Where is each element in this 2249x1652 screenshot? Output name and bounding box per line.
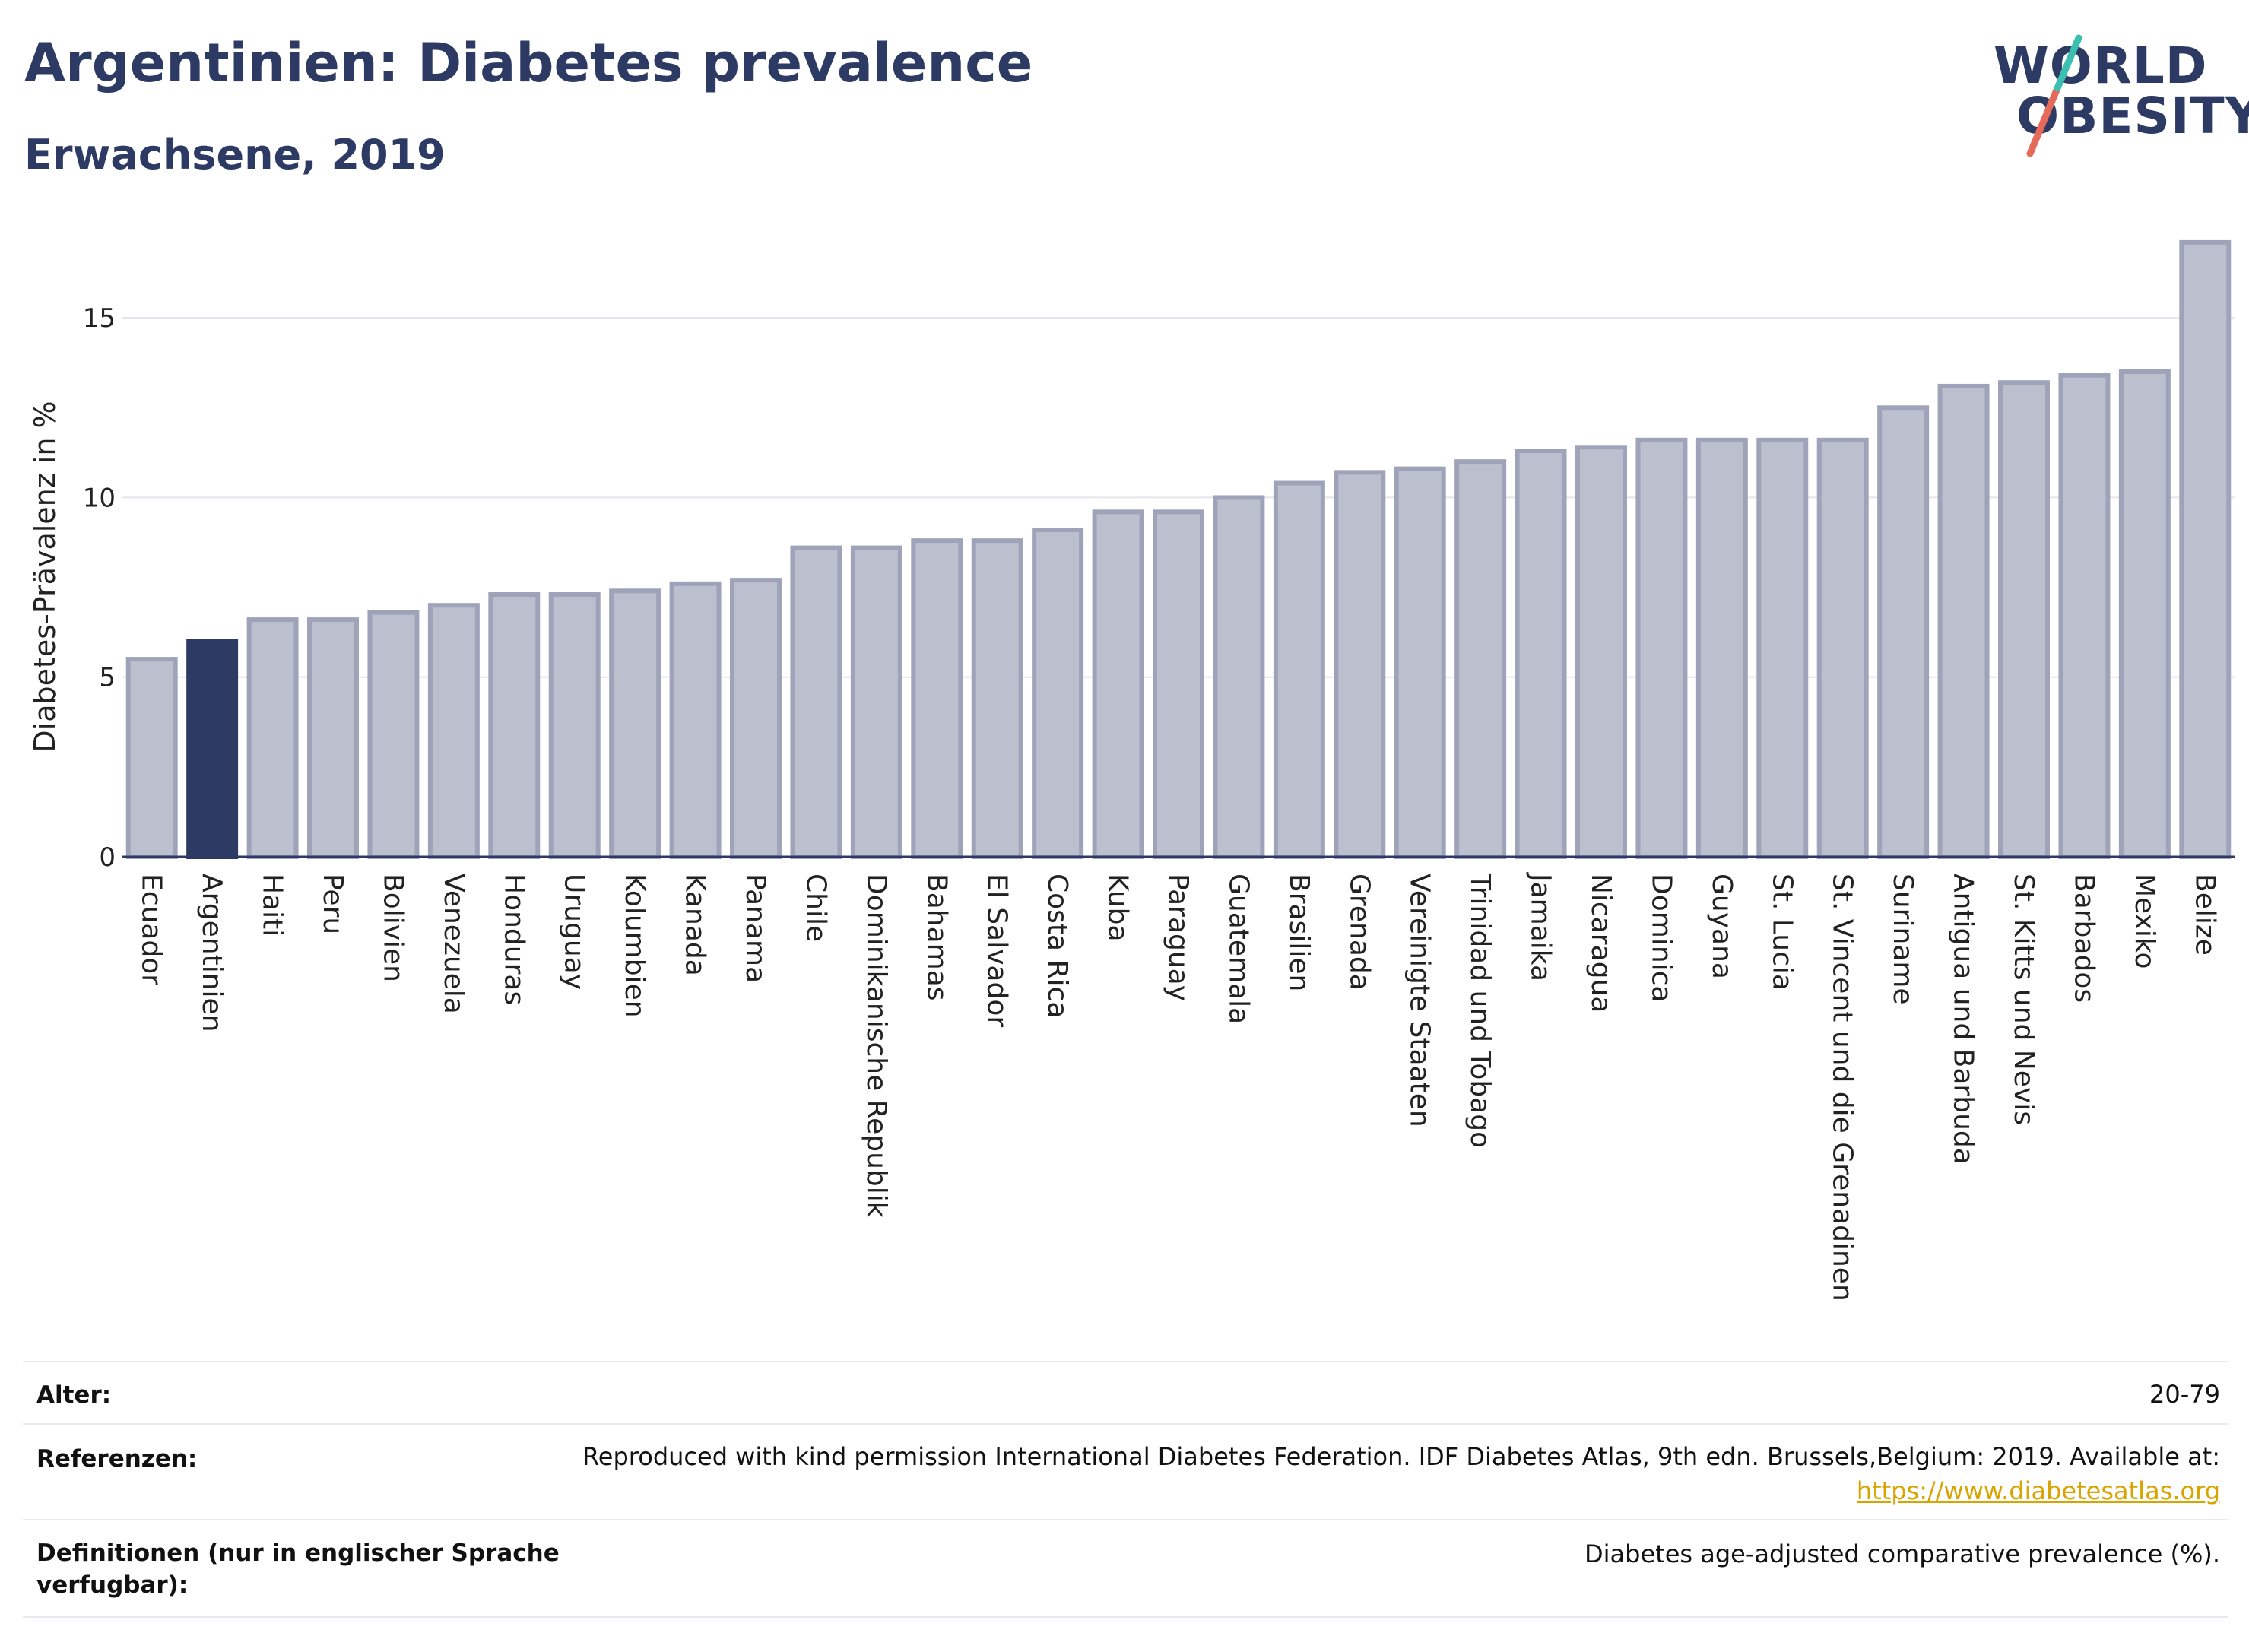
bar <box>1816 437 1869 859</box>
x-tick-label: Uruguay <box>559 874 590 990</box>
x-tick-label: Suriname <box>1887 874 1918 1005</box>
logo-slash-icon <box>2026 34 2082 157</box>
bar <box>730 578 782 859</box>
bar <box>1394 466 1446 859</box>
x-tick-label: Nicaragua <box>1585 874 1616 1013</box>
x-tick-label: Brasilien <box>1283 874 1315 991</box>
bar <box>669 581 722 859</box>
bar <box>971 538 1023 859</box>
y-tick-label: 0 <box>99 842 116 873</box>
x-tick-label: Bahamas <box>921 874 952 1001</box>
references-text: Reproduced with kind permission Internat… <box>582 1442 2220 1471</box>
bar <box>790 545 842 859</box>
bar <box>1635 437 1688 859</box>
x-tick-label: Guyana <box>1706 874 1737 979</box>
x-tick-label: Trinidad und Tobago <box>1464 873 1496 1148</box>
x-tick-label: Bolivien <box>377 874 408 982</box>
x-tick-label: Ecuador <box>136 874 167 985</box>
x-tick-label: Paraguay <box>1163 874 1194 1001</box>
x-tick-label: Kanada <box>680 874 711 976</box>
bar <box>307 617 359 859</box>
y-axis-label: Diabetes-Prävalenz in % <box>28 401 62 752</box>
x-tick-label: Venezuela <box>438 874 469 1014</box>
y-tick-label: 15 <box>83 303 116 334</box>
references-label: Referenzen: <box>36 1445 198 1473</box>
definitions-value: Diabetes age-adjusted comparative preval… <box>1584 1539 2220 1568</box>
age-value: 20-79 <box>2149 1380 2220 1409</box>
page-subtitle: Erwachsene, 2019 <box>24 131 446 179</box>
x-tick-label: Kolumbien <box>619 874 650 1018</box>
x-tick-label: St. Lucia <box>1766 874 1797 991</box>
bar <box>367 610 420 859</box>
bar <box>1334 470 1386 859</box>
x-tick-label: Peru <box>317 874 348 934</box>
logo-line-1: WORLD <box>1994 36 2208 95</box>
definitions-label: Definitionen (nur in englischer Sprache … <box>36 1537 560 1601</box>
bar <box>186 639 239 859</box>
info-row-age: Alter: 20-79 <box>23 1361 2228 1425</box>
references-value: Reproduced with kind permission Internat… <box>471 1440 2220 1508</box>
bar <box>2058 373 2111 859</box>
bar <box>1273 480 1325 859</box>
bar <box>488 592 541 859</box>
y-tick-label: 10 <box>83 483 116 513</box>
bar <box>125 657 178 859</box>
bar <box>609 588 661 859</box>
bar <box>1454 459 1507 859</box>
bar <box>2179 239 2232 860</box>
bar <box>1575 445 1627 859</box>
x-tick-label: Antigua und Barbuda <box>1948 874 1979 1165</box>
bar <box>911 538 963 859</box>
x-tick-label: Honduras <box>498 874 529 1005</box>
info-row-definitions: Definitionen (nur in englischer Sprache … <box>23 1519 2228 1618</box>
info-row-references: Referenzen: Reproduced with kind permiss… <box>23 1423 2228 1520</box>
bar <box>1877 405 1930 859</box>
x-tick-label: Haiti <box>257 874 288 937</box>
x-tick-label: Grenada <box>1343 874 1375 991</box>
world-obesity-logo[interactable]: WORLD OBESITY <box>1984 30 2249 160</box>
x-tick-label: Panama <box>740 874 771 983</box>
bar <box>1092 509 1144 859</box>
x-tick-label: Guatemala <box>1223 874 1254 1024</box>
bar <box>1515 448 1567 859</box>
x-tick-label: El Salvador <box>982 874 1013 1027</box>
x-tick-label: St. Kitts und Nevis <box>2008 874 2039 1125</box>
bar <box>1756 437 1809 859</box>
references-link[interactable]: https://www.diabetesatlas.org <box>1856 1476 2220 1505</box>
definitions-label-line-2: verfugbar): <box>36 1571 189 1599</box>
bar <box>2118 369 2171 859</box>
bar <box>1937 383 1990 859</box>
bar <box>427 603 480 859</box>
bar <box>246 617 299 859</box>
x-tick-label: Kuba <box>1102 874 1134 942</box>
x-tick-label: Jamaika <box>1525 872 1556 981</box>
bar-chart: 0 5 10 15 Diabetes-Prävalenz in % Ecuador Arge… <box>28 239 2235 1302</box>
x-tick-label: Dominica <box>1645 874 1676 1003</box>
bar <box>1998 380 2050 860</box>
page-title: Argentinien: Diabetes prevalence <box>24 32 1033 94</box>
y-tick-label: 5 <box>99 663 116 693</box>
bar <box>548 592 601 859</box>
x-tick-label: Chile <box>800 874 831 942</box>
x-tick-label: Mexiko <box>2129 874 2160 969</box>
bar <box>1213 495 1265 860</box>
definitions-label-line-1: Definitionen (nur in englischer Sprache <box>36 1539 560 1567</box>
bar <box>850 545 902 859</box>
x-tick-label: Vereinigte Staaten <box>1404 874 1435 1127</box>
bar <box>1153 509 1204 859</box>
bar <box>1695 437 1748 859</box>
x-tick-label: Barbados <box>2068 874 2099 1003</box>
x-tick-label: Dominikanische Republik <box>861 874 892 1218</box>
age-label: Alter: <box>36 1381 112 1409</box>
x-tick-label: Belize <box>2189 874 2220 956</box>
bar <box>1032 527 1084 860</box>
x-tick-label: Costa Rica <box>1042 874 1073 1018</box>
x-tick-label: Argentinien <box>196 874 227 1032</box>
x-tick-label: St. Vincent und die Grenadinen <box>1827 874 1858 1302</box>
